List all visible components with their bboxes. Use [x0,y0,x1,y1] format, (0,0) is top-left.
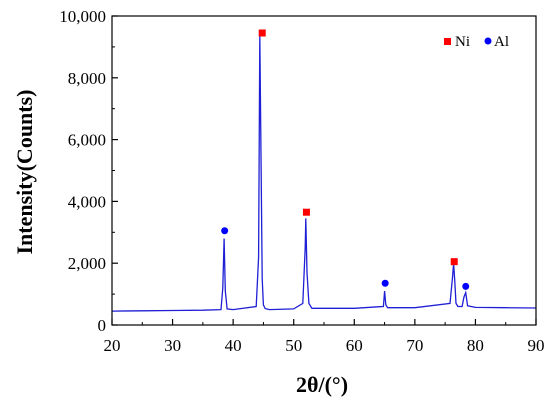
y-tick-label-3: 6,000 [68,131,106,150]
legend-ni-marker [444,38,451,45]
y-tick-label-2: 4,000 [68,192,106,211]
y-tick-label-5: 10,000 [59,7,106,26]
x-tick-label-2: 40 [225,336,242,355]
y-tick-label-0: 0 [98,316,107,335]
plot-area [111,29,537,312]
marker-al-2 [462,282,470,290]
legend-ni-label: Ni [455,34,470,50]
marker-al-0 [221,227,229,235]
x-axis-title: 2θ/(°) [296,372,348,397]
x-tick-label-7: 90 [528,336,545,355]
y-tick-label-4: 8,000 [68,69,106,88]
axes: 20 30 40 50 60 70 80 90 0 2,000 4,000 6,000 8,000 10,… [59,7,544,355]
marker-al-1 [381,279,389,287]
marker-ni-0 [258,29,266,37]
y-axis-title: Intensity(Counts) [12,89,37,254]
x-tick-label-5: 70 [406,336,423,355]
plot-frame [111,15,537,326]
marker-ni-2 [450,258,458,266]
legend-al-marker [484,37,492,45]
x-tick-label-4: 60 [346,336,363,355]
x-tick-label-1: 30 [164,336,181,355]
x-tick-label-6: 80 [467,336,484,355]
x-tick-label-3: 50 [285,336,302,355]
legend: Ni Al [444,34,509,50]
marker-ni-1 [302,208,310,216]
series-line-0 [111,34,537,312]
x-tick-label-0: 20 [104,336,121,355]
y-tick-label-1: 2,000 [68,254,106,273]
legend-al-label: Al [494,34,509,50]
